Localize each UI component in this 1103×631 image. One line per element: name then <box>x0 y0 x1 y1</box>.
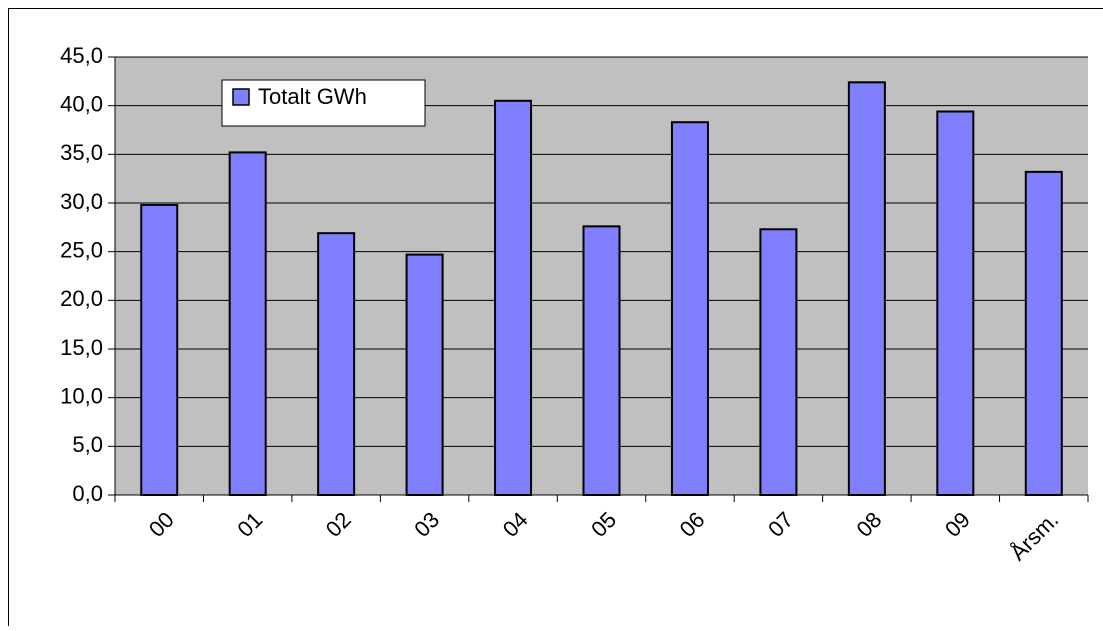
y-tick-label: 10,0 <box>60 383 103 408</box>
y-tick-label: 5,0 <box>72 432 103 457</box>
y-tick-label: 30,0 <box>60 189 103 214</box>
legend-swatch <box>233 89 249 105</box>
bar <box>495 101 531 495</box>
y-tick-label: 25,0 <box>60 237 103 262</box>
bar <box>849 82 885 495</box>
y-tick-label: 20,0 <box>60 286 103 311</box>
bar <box>141 205 177 495</box>
y-tick-label: 40,0 <box>60 91 103 116</box>
bar <box>318 233 354 495</box>
bar <box>230 152 266 495</box>
bar <box>407 255 443 495</box>
legend: Totalt GWh <box>222 80 425 126</box>
y-tick-label: 15,0 <box>60 335 103 360</box>
bar <box>1026 172 1062 495</box>
y-tick-label: 0,0 <box>72 481 103 506</box>
y-tick-label: 45,0 <box>60 43 103 68</box>
bar <box>760 229 796 495</box>
bar <box>937 112 973 495</box>
y-tick-label: 35,0 <box>60 140 103 165</box>
bar <box>672 122 708 495</box>
bar <box>584 226 620 495</box>
legend-label: Totalt GWh <box>258 84 367 109</box>
